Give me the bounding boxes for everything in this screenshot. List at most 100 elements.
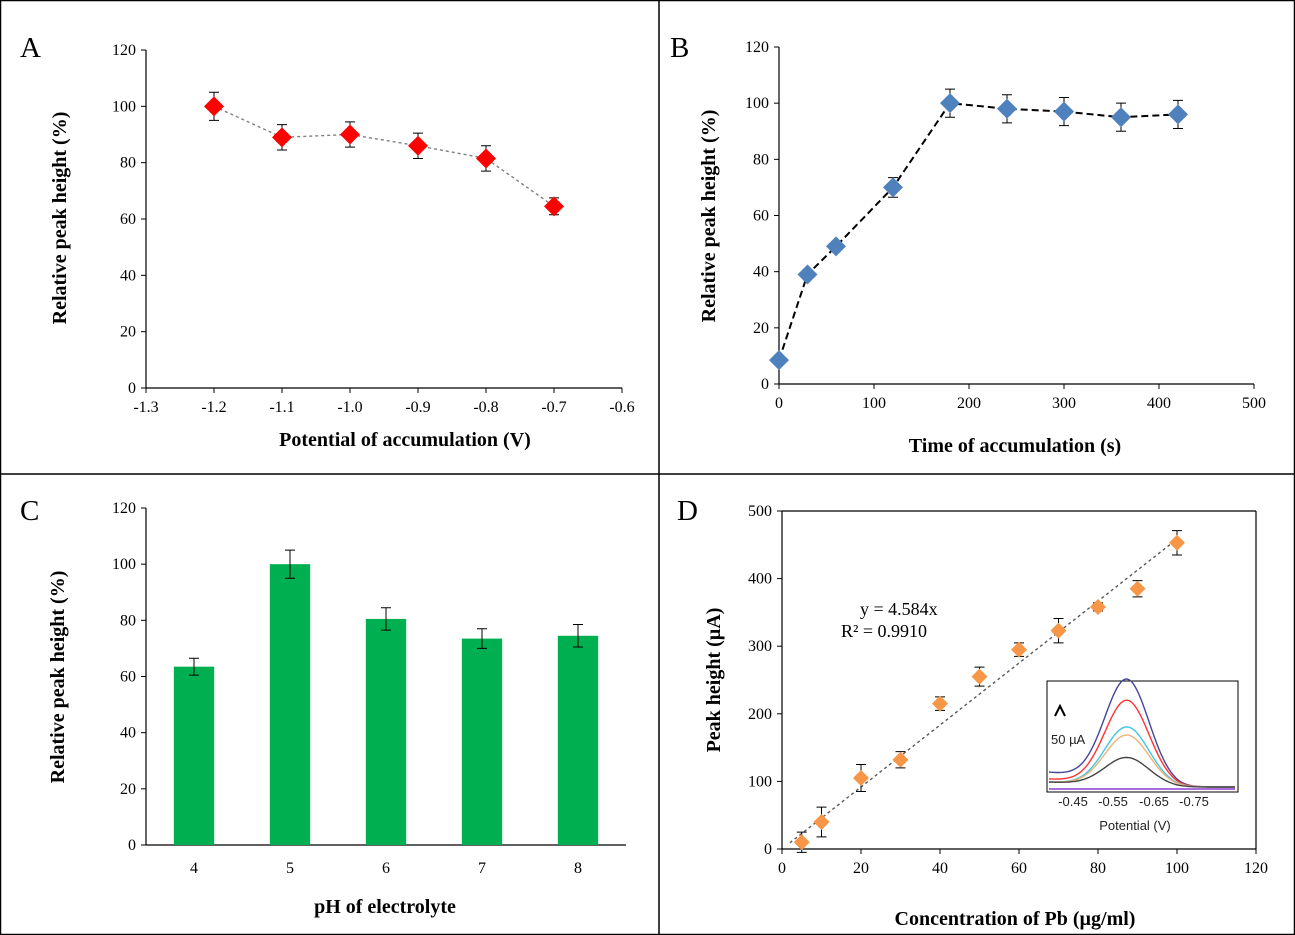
y-tick-label: 20: [753, 320, 769, 337]
data-point: [204, 96, 224, 116]
trendline-equation: y = 4.584x: [860, 599, 938, 619]
x-tick-label: -1.1: [269, 399, 294, 416]
panel-label-b: B: [670, 32, 689, 64]
x-axis-title-c: pH of electrolyte: [314, 896, 456, 918]
data-point: [997, 99, 1017, 119]
inset-x-tick-label: -0.65: [1139, 794, 1169, 809]
panel-label-a: A: [20, 32, 41, 64]
y-tick-label: 60: [753, 208, 769, 225]
data-point: [544, 196, 564, 216]
y-tick-label: 300: [748, 638, 772, 655]
y-tick-label: 120: [745, 39, 769, 56]
y-tick-label: 0: [764, 841, 772, 858]
y-tick-label: 100: [748, 773, 772, 790]
x-tick-label: 7: [478, 860, 486, 877]
data-point: [794, 834, 810, 850]
y-axis-title-d: Peak height (µA): [703, 608, 725, 753]
x-tick-label: 100: [1165, 860, 1189, 877]
x-tick-label: 20: [853, 860, 869, 877]
x-tick-label: 8: [574, 860, 582, 877]
y-tick-label: 60: [120, 669, 136, 686]
y-tick-label: 40: [753, 264, 769, 281]
bar: [366, 619, 406, 845]
x-tick-label: -1.0: [337, 399, 362, 416]
data-point: [1169, 535, 1185, 551]
x-tick-label: 60: [1011, 860, 1027, 877]
data-point: [1054, 102, 1074, 122]
bar: [558, 636, 598, 845]
inset-x-tick-label: -0.75: [1179, 794, 1209, 809]
data-point: [940, 93, 960, 113]
x-tick-label: -1.2: [201, 399, 226, 416]
data-point: [826, 236, 846, 256]
x-tick-label: 6: [382, 860, 390, 877]
inset-x-tick-label: -0.55: [1098, 794, 1128, 809]
panel-label-d: D: [677, 495, 698, 527]
y-tick-label: 40: [120, 725, 136, 742]
bar: [462, 639, 502, 845]
x-tick-label: 80: [1090, 860, 1106, 877]
x-tick-label: 200: [957, 395, 981, 412]
y-axis-title-a: Relative peak height (%): [49, 112, 71, 325]
y-axis-title-c: Relative peak height (%): [47, 571, 69, 784]
data-point: [1011, 642, 1027, 658]
y-tick-label: 200: [748, 706, 772, 723]
data-point: [1168, 104, 1188, 124]
x-tick-label: -0.7: [541, 399, 566, 416]
y-tick-label: 100: [112, 98, 136, 115]
y-axis-title-b: Relative peak height (%): [698, 110, 720, 323]
x-axis-title-d: Concentration of Pb (µg/ml): [895, 908, 1136, 930]
data-point: [972, 669, 988, 685]
x-tick-label: 5: [286, 860, 294, 877]
y-tick-label: 80: [120, 612, 136, 629]
data-point: [1130, 581, 1146, 597]
y-tick-label: 0: [128, 380, 136, 397]
y-tick-label: 100: [112, 556, 136, 573]
inset-x-axis-title: Potential (V): [1099, 818, 1171, 833]
x-tick-label: -0.9: [405, 399, 430, 416]
x-tick-label: 40: [932, 860, 948, 877]
inset-x-tick-label: -0.45: [1058, 794, 1088, 809]
y-tick-label: 0: [128, 837, 136, 854]
series-line: [214, 106, 554, 206]
panel-d: D 01002003004005000 20 40 60 80 100 120 y = 4.…: [677, 495, 1268, 930]
data-point: [272, 127, 292, 147]
y-tick-label: 20: [120, 324, 136, 341]
y-tick-label: 400: [748, 571, 772, 588]
data-point: [932, 696, 948, 712]
x-tick-label: 0: [778, 860, 786, 877]
panel-b: B 0 20 40 60 80 100 120 0 100 200 300 400 500 Time o…: [670, 32, 1266, 457]
y-tick-label: 80: [753, 151, 769, 168]
inset-scale-label: 50 µA: [1051, 732, 1086, 747]
data-point: [408, 136, 428, 156]
x-tick-label: 0: [775, 395, 783, 412]
series-line: [779, 103, 1178, 360]
x-tick-label: 100: [862, 395, 886, 412]
x-tick-label: 500: [1242, 395, 1266, 412]
data-point: [814, 814, 830, 830]
data-point: [1051, 623, 1067, 639]
y-tick-label: 80: [120, 155, 136, 172]
x-tick-label: 300: [1052, 395, 1076, 412]
y-tick-label: 100: [745, 95, 769, 112]
y-tick-label: 40: [120, 267, 136, 284]
x-tick-label: -0.6: [609, 399, 634, 416]
y-tick-label: 20: [120, 781, 136, 798]
panel-a: A 0 20 40 60 80 100 120 -1.3 -1.2 -1.1 -1.0 -0.9 -0.…: [20, 32, 635, 451]
trendline-r-squared: R² = 0.9910: [841, 621, 927, 641]
data-point: [893, 752, 909, 768]
data-point: [1090, 599, 1106, 615]
x-axis-title-b: Time of accumulation (s): [909, 435, 1121, 457]
y-tick-label: 120: [112, 42, 136, 59]
panel-label-c: C: [20, 495, 39, 527]
x-tick-label: -1.3: [133, 399, 158, 416]
y-tick-label: 120: [112, 500, 136, 517]
data-point: [476, 148, 496, 168]
data-point: [853, 770, 869, 786]
y-tick-label: 0: [761, 376, 769, 393]
x-axis-title-a: Potential of accumulation (V): [279, 429, 531, 451]
bar: [270, 564, 310, 845]
data-point: [1111, 107, 1131, 127]
inset-voltammogram: 50 µA Potential (V) -0.45 -0.55 -0.65 -0.75: [1047, 679, 1238, 833]
